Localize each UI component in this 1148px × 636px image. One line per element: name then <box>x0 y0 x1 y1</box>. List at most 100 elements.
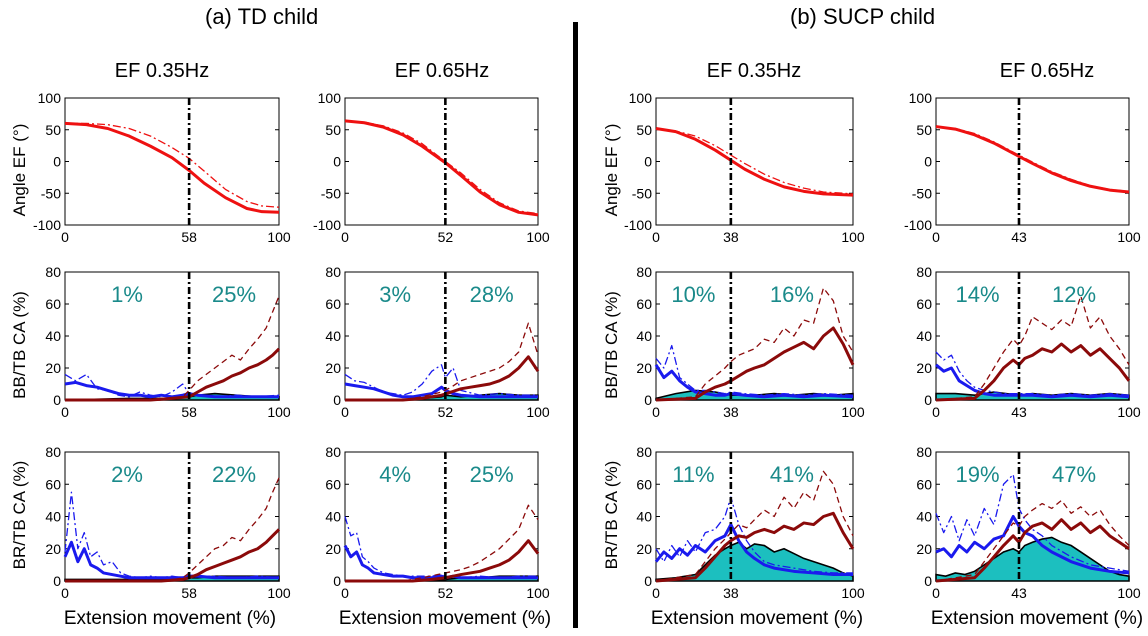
triceps-solid-line <box>65 347 281 402</box>
flexor-dashdot-line <box>935 473 1130 572</box>
subplot-0-1: 80 60 40 20 00 58 100 1% 25% <box>45 264 290 420</box>
x-tick-label: 0 <box>61 404 69 420</box>
triceps-dashed-line <box>345 504 539 582</box>
x-tick-label: 52 <box>438 585 454 601</box>
triceps-solid-line <box>935 518 1130 583</box>
x-tick-label: 43 <box>1011 404 1027 420</box>
angle-dashdot-line <box>935 125 1130 192</box>
flexor-dashdot-line <box>344 516 538 579</box>
y-tick-label: 0 <box>644 154 652 170</box>
y-tick-label: 60 <box>636 296 652 312</box>
x-tick-label: 0 <box>341 229 349 245</box>
triceps-dashed-line <box>935 499 1130 582</box>
y-tick-label: 60 <box>45 296 61 312</box>
subplot-1-2: 80 60 40 20 00 52 100 4% 25% <box>325 444 549 601</box>
percentage-before: 14% <box>955 282 999 307</box>
y-tick-label: 80 <box>916 444 932 460</box>
x-tick-label: 100 <box>1117 229 1141 245</box>
x-tick-label: 0 <box>652 404 660 420</box>
x-tick-label: 100 <box>267 229 291 245</box>
panel-a-title: (a) TD child <box>205 4 319 29</box>
y-tick-label: 50 <box>636 122 652 138</box>
y-tick-label: 0 <box>924 392 932 408</box>
x-tick-label: 38 <box>723 404 739 420</box>
triceps-solid-line <box>655 326 855 402</box>
x-tick-label: 100 <box>526 585 550 601</box>
panel-separator <box>573 22 578 628</box>
xlabel-a-035: Extension movement (%) <box>63 608 277 629</box>
y-tick-label: -50 <box>321 185 341 201</box>
y-tick-label: 80 <box>325 264 341 280</box>
y-tick-label: 20 <box>45 541 61 557</box>
y-tick-label: 0 <box>333 154 341 170</box>
coactivation-area <box>935 536 1130 582</box>
x-tick-label: 52 <box>438 404 454 420</box>
angle-solid-line <box>64 121 280 214</box>
angle-solid-line <box>655 126 854 197</box>
angle-dashdot-line <box>344 120 539 215</box>
y-tick-label: 0 <box>333 392 341 408</box>
y-tick-label: 20 <box>325 360 341 376</box>
y-tick-label: 80 <box>916 264 932 280</box>
y-tick-label: 20 <box>325 541 341 557</box>
y-tick-label: 0 <box>53 573 61 589</box>
y-tick-label: 0 <box>333 573 341 589</box>
y-tick-label: -100 <box>313 217 341 233</box>
y-tick-label: -50 <box>632 185 652 201</box>
x-tick-label: 0 <box>341 585 349 601</box>
flexor-dashdot-line <box>655 344 854 396</box>
flexor-solid-line <box>63 540 279 580</box>
x-tick-label: 100 <box>267 585 291 601</box>
x-tick-label: 0 <box>652 229 660 245</box>
percentage-after: 41% <box>770 462 814 487</box>
percentage-before: 11% <box>672 462 714 487</box>
flexor-solid-line <box>935 515 1130 575</box>
triceps-dashed-line <box>655 470 854 582</box>
y-tick-label: 0 <box>924 154 932 170</box>
x-tick-label: 58 <box>181 404 197 420</box>
y-tick-label: -50 <box>41 185 61 201</box>
percentage-after: 22% <box>212 462 256 487</box>
x-tick-label: 58 <box>181 229 197 245</box>
y-tick-label: -100 <box>33 217 61 233</box>
triceps-solid-line <box>655 511 855 583</box>
angle-solid-line <box>344 119 539 217</box>
subplot-1-1: 80 60 40 20 00 52 100 3% 28% <box>325 264 549 420</box>
y-tick-label: 60 <box>325 296 341 312</box>
x-tick-label: 100 <box>526 229 550 245</box>
angle-solid-line <box>935 125 1130 194</box>
column-title-a-065: EF 0.65Hz <box>394 60 490 82</box>
subplot-3-2: 80 60 40 20 00 43 100 19% 47% <box>916 444 1140 601</box>
flexor-solid-line <box>654 364 854 399</box>
column-title-b-065: EF 0.65Hz <box>999 60 1095 82</box>
triceps-dashed-line <box>65 295 280 401</box>
axes-frame <box>64 97 280 226</box>
percentage-before: 19% <box>955 462 999 487</box>
y-tick-label: 100 <box>318 90 342 106</box>
y-tick-label: 50 <box>325 122 341 138</box>
y-tick-label: 100 <box>909 90 933 106</box>
x-tick-label: 100 <box>267 404 291 420</box>
x-tick-label: 100 <box>841 229 865 245</box>
percentage-before: 3% <box>379 282 411 307</box>
x-tick-label: 100 <box>1117 585 1141 601</box>
flexor-solid-line <box>935 363 1130 399</box>
x-tick-label: 0 <box>932 404 940 420</box>
x-tick-label: 0 <box>932 585 940 601</box>
y-tick-label: 40 <box>916 328 932 344</box>
y-tick-label: 40 <box>636 328 652 344</box>
y-tick-label: 0 <box>53 154 61 170</box>
y-tick-label: 40 <box>916 509 932 525</box>
percentage-after: 47% <box>1052 462 1096 487</box>
y-tick-label: 0 <box>924 573 932 589</box>
flexor-solid-line <box>654 523 853 577</box>
y-tick-label: 80 <box>45 264 61 280</box>
x-tick-label: 100 <box>841 585 865 601</box>
angle-dashdot-line <box>65 122 280 208</box>
axes-frame <box>655 97 854 226</box>
triceps-solid-line <box>345 355 540 402</box>
y-tick-label: 20 <box>45 360 61 376</box>
